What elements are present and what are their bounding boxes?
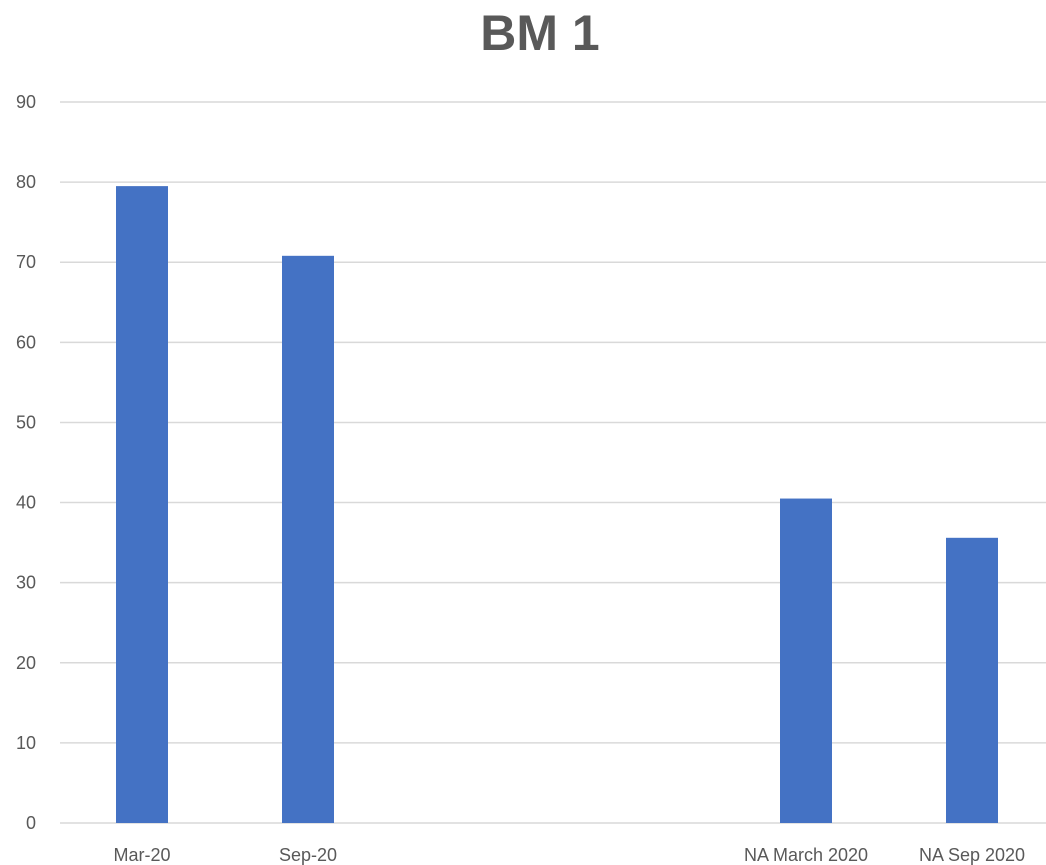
- bar-na-sep-2020: [946, 537, 998, 823]
- y-tick-label: 0: [26, 813, 36, 833]
- y-tick-label: 40: [16, 493, 36, 513]
- x-tick-label: Mar-20: [113, 845, 170, 865]
- bar-na-march-2020: [780, 498, 832, 823]
- y-tick-label: 30: [16, 573, 36, 593]
- y-tick-label: 50: [16, 412, 36, 432]
- bar-mar-20: [116, 186, 168, 823]
- x-tick-label: NA March 2020: [744, 845, 868, 865]
- chart-title: BM 1: [480, 5, 600, 61]
- y-tick-label: 80: [16, 172, 36, 192]
- y-tick-label: 90: [16, 92, 36, 112]
- bar-sep-20: [282, 255, 334, 823]
- y-tick-label: 10: [16, 733, 36, 753]
- y-tick-label: 20: [16, 653, 36, 673]
- x-tick-label: NA Sep 2020: [919, 845, 1025, 865]
- y-tick-label: 70: [16, 252, 36, 272]
- y-tick-label: 60: [16, 332, 36, 352]
- x-tick-label: Sep-20: [279, 845, 337, 865]
